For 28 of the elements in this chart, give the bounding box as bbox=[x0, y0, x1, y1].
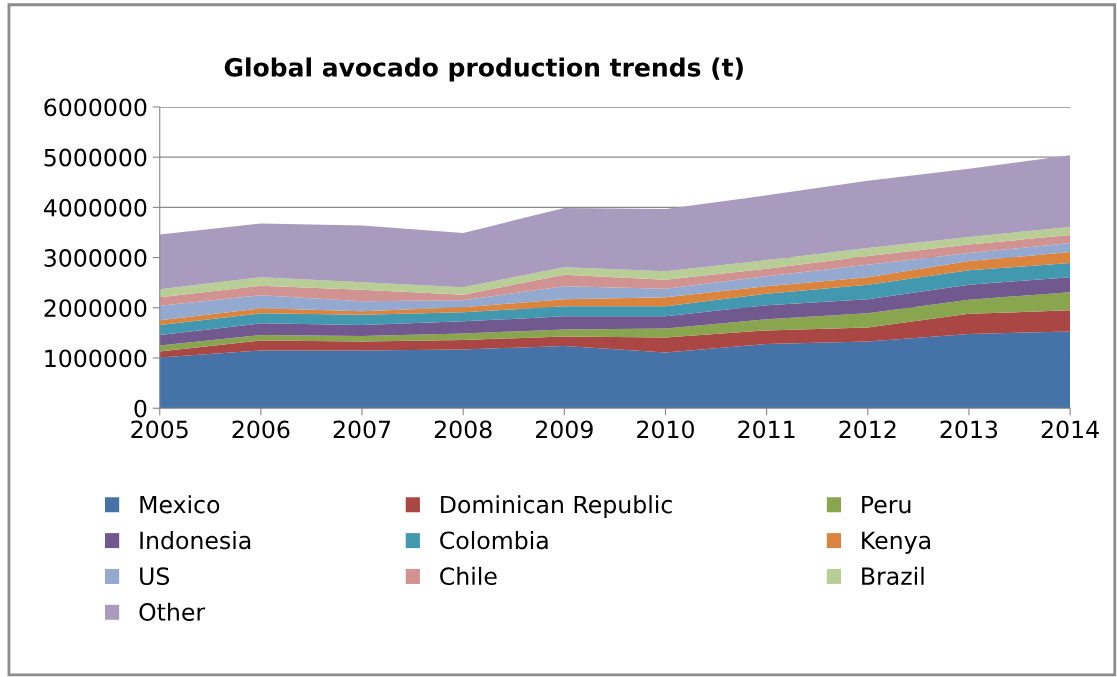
y-tick-label: 0 bbox=[134, 399, 147, 418]
x-tick-label: 2007 bbox=[333, 420, 391, 439]
y-tick-label: 3000000 bbox=[44, 249, 147, 267]
y-tick-label: 2000000 bbox=[44, 299, 147, 318]
legend-label: Peru bbox=[862, 495, 911, 514]
y-tick-label: 5000000 bbox=[44, 148, 147, 167]
legend-label: Brazil bbox=[862, 566, 924, 586]
legend-label: Colombia bbox=[440, 530, 548, 550]
x-tick-label: 2009 bbox=[536, 420, 593, 439]
legend-label: Mexico bbox=[140, 495, 220, 514]
legend-label: Chile bbox=[440, 566, 497, 586]
x-tick-label: 2006 bbox=[232, 420, 290, 439]
x-tick-label: 2005 bbox=[131, 420, 188, 439]
legend-label: US bbox=[140, 567, 170, 586]
legend-label: Dominican Republic bbox=[441, 495, 672, 518]
y-tick-label: 4000000 bbox=[43, 198, 147, 217]
chart-title: Global avocado production trends (t) bbox=[224, 57, 743, 82]
x-tick-label: 2012 bbox=[839, 420, 896, 439]
legend-label: Kenya bbox=[862, 531, 930, 554]
x-tick-label: 2008 bbox=[434, 420, 492, 439]
x-tick-label: 2013 bbox=[940, 420, 998, 439]
legend-label: Other bbox=[139, 602, 206, 621]
y-tick-label: 6000000 bbox=[44, 98, 147, 117]
x-tick-label: 2014 bbox=[1041, 420, 1099, 439]
x-tick-label: 2010 bbox=[637, 420, 694, 439]
legend-label: Indonesia bbox=[140, 530, 251, 550]
y-tick-label: 1000000 bbox=[45, 349, 147, 368]
x-tick-label: 2011 bbox=[738, 420, 795, 439]
